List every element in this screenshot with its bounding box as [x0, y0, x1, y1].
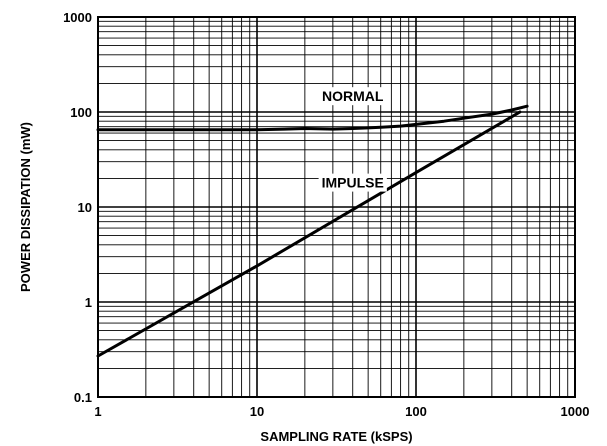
x-tick-label: 10	[250, 404, 264, 419]
annotation-impulse: IMPULSE	[322, 175, 384, 191]
y-axis-title: POWER DISSIPATION (mW)	[18, 122, 33, 292]
x-axis-title: SAMPLING RATE (kSPS)	[260, 429, 412, 444]
y-tick-label: 0.1	[74, 390, 92, 405]
x-tick-label: 1	[94, 404, 101, 419]
annotation-background	[318, 173, 387, 192]
annotation-normal: NORMAL	[322, 88, 384, 104]
y-tick-label: 10	[78, 200, 92, 215]
x-tick-label: 100	[405, 404, 427, 419]
plot-frame	[97, 16, 576, 398]
series-line-normal	[96, 104, 529, 132]
y-tick-label: 100	[70, 105, 92, 120]
y-tick-label: 1	[85, 295, 92, 310]
grid	[97, 17, 575, 398]
y-tick-label: 1000	[63, 10, 92, 25]
series-group	[96, 104, 529, 358]
series-line-impulse	[96, 110, 522, 358]
annotation-background	[319, 87, 387, 106]
x-tick-label: 1000	[561, 404, 590, 419]
